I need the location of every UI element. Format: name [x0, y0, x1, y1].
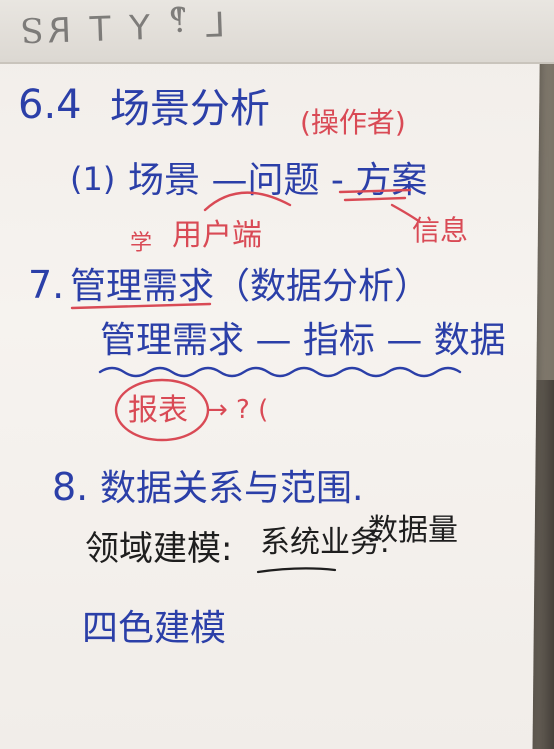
item-number-1: (1)	[70, 160, 115, 198]
circled-report: 报表	[128, 393, 188, 428]
system-business: 系统业务.	[260, 525, 390, 560]
section-number-6-4: 6.4	[18, 82, 82, 128]
requirements-metrics-data: 管理需求 — 指标 — 数据	[100, 320, 506, 361]
data-volume: 数据量	[368, 513, 458, 548]
note-information: 信息	[412, 214, 468, 247]
heading-scene-analysis: 场景分析	[110, 86, 270, 132]
note-xue: 学	[130, 231, 152, 256]
blue-wavy-underline	[98, 366, 462, 378]
red-arrow-to-info	[390, 203, 422, 224]
section-number-8: 8.	[52, 465, 88, 509]
red-underline-management	[70, 302, 212, 310]
red-underline-solution-2	[343, 196, 407, 202]
arrow-question: → ? (	[206, 395, 268, 425]
red-underline-solution	[338, 188, 412, 194]
note-user-side: 用户端	[172, 218, 262, 253]
scene-problem-solution: 场景 —问题 - 方案	[128, 160, 427, 201]
section-number-7: 7.	[28, 263, 64, 307]
black-underline-business	[256, 567, 337, 574]
red-circle-report	[114, 378, 210, 442]
red-arc-mark	[203, 191, 292, 212]
management-requirements-heading: 管理需求（数据分析）	[70, 266, 430, 307]
folded-previous-sheet: Ƨꓤ ꓕ ⅄ ⸘ ⅂	[0, 0, 554, 64]
data-relations-scope: 数据关系与范围.	[100, 468, 363, 509]
note-operator: (操作者)	[300, 106, 406, 139]
four-color-modeling: 四色建模	[82, 608, 226, 649]
domain-modeling-label: 领域建模:	[85, 529, 232, 569]
